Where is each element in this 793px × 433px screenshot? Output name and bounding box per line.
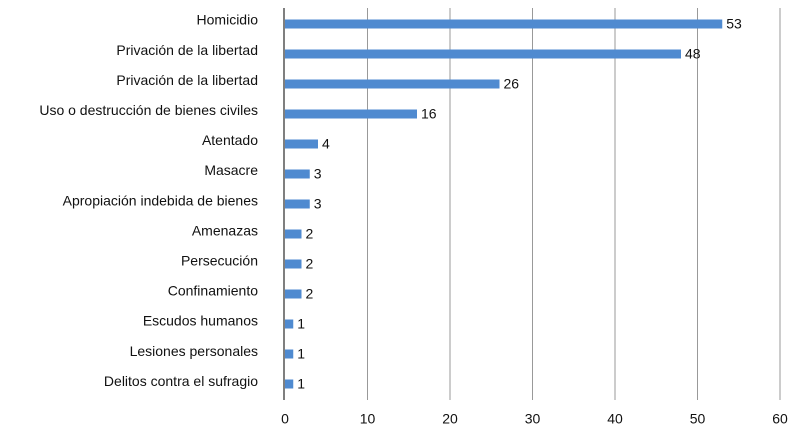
category-label: Confinamiento [168,283,258,299]
value-label: 1 [297,346,305,362]
category-label: Atentado [202,132,258,148]
value-label: 2 [306,286,314,302]
bar [285,139,318,149]
category-label: Delitos contra el sufragio [104,373,258,389]
category-label: Amenazas [192,222,258,238]
bar [285,319,294,329]
value-label: 3 [314,166,322,182]
category-label: Privación de la libertad [116,42,258,58]
category-label: Persecución [181,253,258,269]
category-label: Masacre [204,162,258,178]
x-tick-label: 30 [525,411,541,427]
value-label: 2 [306,226,314,242]
category-label: Escudos humanos [143,313,258,329]
value-label: 26 [504,76,520,92]
value-label: 1 [297,316,305,332]
category-label: Homicidio [197,12,259,28]
x-tick-label: 10 [360,411,376,427]
value-label: 16 [421,106,437,122]
value-label: 53 [726,16,742,32]
value-label: 3 [314,196,322,212]
x-tick-label: 60 [772,411,788,427]
category-label: Uso o destrucción de bienes civiles [39,102,258,118]
category-label: Apropiación indebida de bienes [63,192,258,208]
value-label: 1 [297,376,305,392]
bar [285,349,294,359]
bar [285,229,302,239]
bar [285,379,294,389]
bar [285,109,417,119]
x-tick-label: 0 [281,411,289,427]
category-label: Lesiones personales [130,343,258,359]
x-tick-label: 40 [607,411,623,427]
value-label: 4 [322,136,330,152]
bar [285,79,500,89]
bar [285,259,302,269]
value-label: 2 [306,256,314,272]
x-tick-label: 50 [690,411,706,427]
value-label: 48 [685,46,701,62]
category-label: Privación de la libertad [116,72,258,88]
bar [285,199,310,209]
bar [285,49,681,59]
bar [285,169,310,179]
x-tick-label: 20 [442,411,458,427]
bar [285,19,723,29]
bar [285,289,302,299]
